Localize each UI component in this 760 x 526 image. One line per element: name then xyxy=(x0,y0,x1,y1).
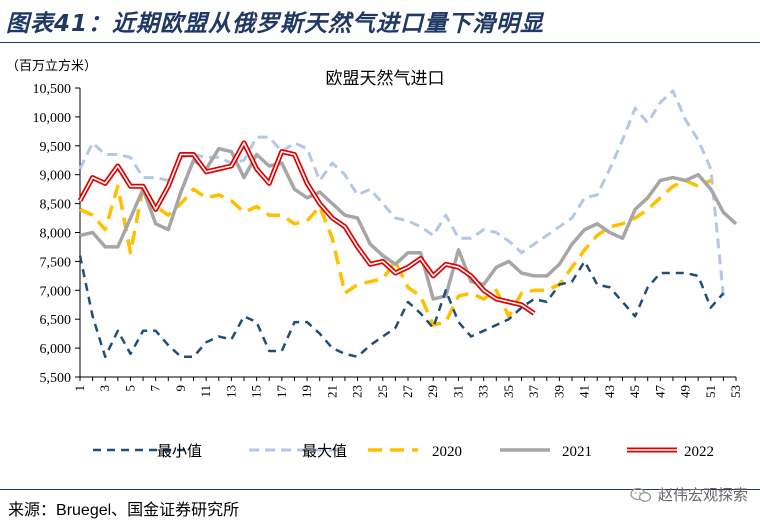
x-tick-label: 23 xyxy=(350,385,365,398)
series-2021 xyxy=(79,146,738,301)
x-tick-label: 41 xyxy=(577,385,592,398)
title-rule xyxy=(0,42,760,43)
figure-title: 图表41：近期欧盟从俄罗斯天然气进口量下滑明显 xyxy=(6,11,545,37)
x-tick-label: 21 xyxy=(324,385,339,398)
series-line xyxy=(78,255,725,359)
axes: 5,500 6,000 6,500 7,000 7,500 8,000 8,500 9,000… xyxy=(33,82,744,398)
x-tick-label: 35 xyxy=(501,385,516,398)
y-tick-label: 5,500 xyxy=(40,371,72,386)
legend-label: 最大值 xyxy=(302,443,347,460)
chart-title: 欧盟天然气进口 xyxy=(326,69,445,88)
legend-label: 最小值 xyxy=(157,443,202,460)
series-line xyxy=(79,146,738,301)
x-tick-label: 17 xyxy=(274,385,289,399)
series-2020 xyxy=(79,178,712,327)
series-line xyxy=(78,89,725,297)
series-line xyxy=(77,140,536,316)
y-tick-label: 6,500 xyxy=(40,313,72,328)
series-最小值 xyxy=(78,255,725,359)
y-tick-label: 9,500 xyxy=(40,140,72,155)
series-2022 xyxy=(77,140,536,316)
y-tick-label: 8,500 xyxy=(40,198,72,213)
series-line xyxy=(79,142,535,315)
y-tick-label: 10,500 xyxy=(33,82,72,97)
legend-item: 2020 xyxy=(368,444,462,460)
y-tick-label: 8,000 xyxy=(40,227,72,242)
source-note: 来源：Bruegel、国金证券研究所 xyxy=(8,496,239,520)
series-layer xyxy=(77,89,738,359)
series-line xyxy=(79,178,712,327)
x-tick-label: 51 xyxy=(703,385,718,398)
x-tick-label: 49 xyxy=(678,385,693,398)
y-tick-label: 7,500 xyxy=(40,255,72,270)
unit-label: （百万立方米） xyxy=(6,58,97,73)
legend: 最小值 最大值 2020 2021 2022 xyxy=(93,443,714,460)
legend-item: 最大值 xyxy=(249,443,347,460)
x-tick-label: 3 xyxy=(97,385,112,392)
x-tick-label: 9 xyxy=(173,385,188,392)
footer-rule xyxy=(0,489,760,490)
source-label: 来源： xyxy=(8,500,57,519)
x-tick-label: 33 xyxy=(476,385,491,398)
legend-item: 2022 xyxy=(627,444,714,460)
x-tick-label: 27 xyxy=(400,385,415,399)
y-tick-label: 7,000 xyxy=(40,284,72,299)
x-tick-label: 43 xyxy=(602,385,617,398)
x-tick-label: 15 xyxy=(249,385,264,398)
y-tick-label: 6,000 xyxy=(40,342,72,357)
x-tick-label: 31 xyxy=(450,385,465,398)
x-tick-label: 37 xyxy=(526,385,541,399)
y-tick-label: 10,000 xyxy=(33,111,72,126)
legend-item: 2021 xyxy=(500,444,592,460)
legend-label: 2022 xyxy=(684,444,714,460)
x-tick-label: 25 xyxy=(375,385,390,398)
source-text: Bruegel、国金证券研究所 xyxy=(56,502,240,519)
x-tick-label: 5 xyxy=(122,385,137,392)
x-tick-label: 11 xyxy=(198,385,213,398)
wechat-icon xyxy=(630,487,652,503)
x-tick-label: 1 xyxy=(72,385,87,392)
x-tick-label: 19 xyxy=(299,385,314,398)
y-tick-label: 9,000 xyxy=(40,169,72,184)
x-tick-label: 29 xyxy=(425,385,440,398)
legend-item: 最小值 xyxy=(93,443,202,460)
legend-label: 2020 xyxy=(432,444,462,460)
x-tick-label: 7 xyxy=(148,385,163,392)
brand-text: 赵伟宏观探索 xyxy=(657,486,748,504)
brand-watermark: 赵伟宏观探索 xyxy=(630,484,748,505)
x-tick-label: 47 xyxy=(652,385,667,399)
x-tick-label: 53 xyxy=(728,385,743,398)
x-tick-label: 39 xyxy=(551,385,566,398)
x-tick-label: 13 xyxy=(223,385,238,398)
x-tick-label: 45 xyxy=(627,385,642,398)
legend-label: 2021 xyxy=(562,444,592,460)
series-最大值 xyxy=(78,89,725,297)
